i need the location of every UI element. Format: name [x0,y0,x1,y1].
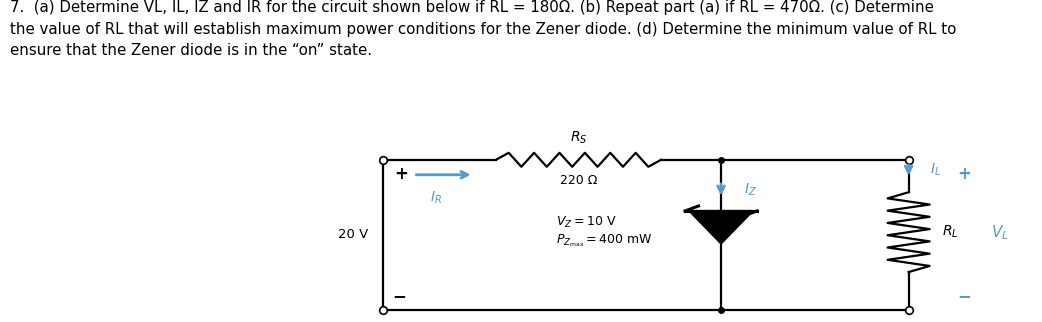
Text: +: + [395,165,408,183]
Text: −: − [393,287,406,305]
Text: $I_L$: $I_L$ [929,162,941,178]
Text: 7.  (a) Determine VL, IL, IZ and IR for the circuit shown below if RL = 180Ω. (b: 7. (a) Determine VL, IL, IZ and IR for t… [10,0,957,58]
Text: −: − [958,287,971,305]
Text: $R_S$: $R_S$ [570,130,588,146]
Text: $V_L$: $V_L$ [991,223,1009,242]
Text: $V_Z = 10\ \mathrm{V}$: $V_Z = 10\ \mathrm{V}$ [556,215,617,230]
Text: $I_R$: $I_R$ [430,190,442,206]
Text: $I_Z$: $I_Z$ [744,182,756,198]
Text: 20 V: 20 V [339,228,369,241]
Text: $P_{Z_{\mathrm{max}}} = 400\ \mathrm{mW}$: $P_{Z_{\mathrm{max}}} = 400\ \mathrm{mW}… [556,232,653,249]
Text: $R_L$: $R_L$ [942,224,959,240]
Text: 220 Ω: 220 Ω [560,174,597,186]
Text: +: + [958,165,971,183]
Polygon shape [690,211,752,243]
